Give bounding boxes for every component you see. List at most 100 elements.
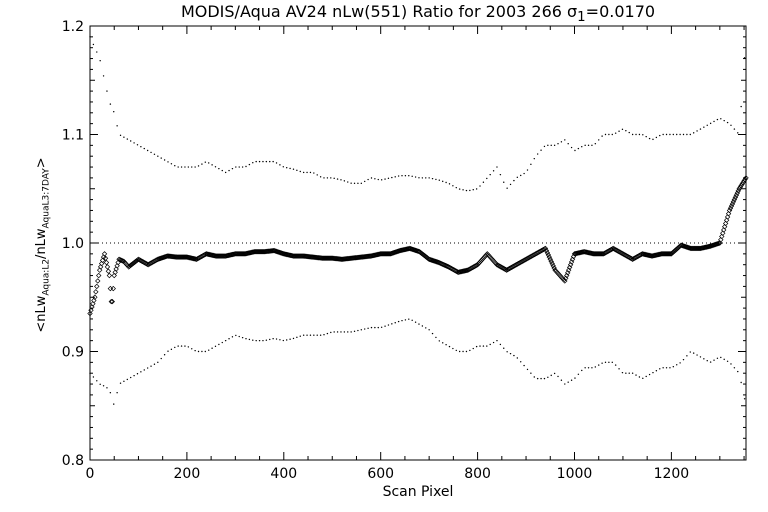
mean-point xyxy=(721,224,728,230)
upper-sigma-point xyxy=(492,170,495,172)
upper-sigma-point xyxy=(163,159,166,161)
lower-sigma-point xyxy=(614,364,617,366)
upper-sigma-point xyxy=(574,149,576,152)
lower-sigma-point xyxy=(621,371,624,374)
lower-sigma-point xyxy=(604,361,607,364)
upper-sigma-point xyxy=(506,187,508,189)
mean-point xyxy=(727,205,734,211)
upper-sigma-point xyxy=(194,166,196,168)
upper-sigma-point xyxy=(431,177,434,180)
x-tick-label: 1200 xyxy=(654,466,690,482)
upper-sigma-point xyxy=(214,166,217,168)
mean-point xyxy=(719,233,725,240)
upper-sigma-point xyxy=(682,133,685,136)
mean-point xyxy=(585,249,591,256)
chart-title-sigma-subscript: 1 xyxy=(577,10,586,26)
mean-point xyxy=(715,240,721,247)
mean-point xyxy=(185,254,191,261)
lower-sigma-point xyxy=(129,376,132,379)
upper-sigma-point xyxy=(625,130,627,132)
mean-point xyxy=(598,251,605,257)
mean-point xyxy=(93,289,99,295)
upper-sigma-point xyxy=(631,133,634,136)
upper-sigma-point xyxy=(221,169,223,172)
lower-sigma-point xyxy=(106,387,108,389)
mean-point xyxy=(390,250,396,256)
mean-point xyxy=(88,307,94,313)
upper-sigma-point xyxy=(733,128,736,130)
chart-title-main: MODIS/Aqua AV24 nLw(551) Ratio for 2003 … xyxy=(180,2,568,21)
lower-sigma-point xyxy=(635,374,637,376)
lower-sigma-point xyxy=(394,322,396,324)
mean-point xyxy=(463,267,469,274)
lower-sigma-point xyxy=(655,370,658,372)
lower-sigma-point xyxy=(631,372,634,374)
upper-sigma-point xyxy=(462,189,464,191)
upper-sigma-point xyxy=(231,167,234,170)
lower-sigma-point xyxy=(160,357,162,360)
lower-sigma-point xyxy=(96,380,98,382)
upper-sigma-point xyxy=(92,43,95,46)
lower-sigma-point xyxy=(309,334,312,336)
mean-point xyxy=(96,267,103,273)
upper-sigma-point xyxy=(140,146,142,148)
lower-sigma-point xyxy=(709,361,712,363)
upper-sigma-point xyxy=(367,178,369,181)
lower-sigma-point xyxy=(689,351,691,353)
lower-sigma-point xyxy=(275,338,278,340)
mean-point xyxy=(394,248,400,255)
lower-sigma-point xyxy=(550,374,552,377)
upper-sigma-point xyxy=(557,143,559,145)
lower-sigma-point xyxy=(319,334,322,336)
lower-sigma-point xyxy=(387,324,390,326)
lower-sigma-point xyxy=(720,356,722,359)
lower-sigma-point xyxy=(282,339,285,342)
upper-sigma-point xyxy=(218,167,220,170)
x-tick-label: 600 xyxy=(367,466,394,482)
mean-point xyxy=(706,243,712,250)
upper-sigma-point xyxy=(553,144,556,147)
lower-sigma-point xyxy=(584,367,586,369)
lower-sigma-point xyxy=(326,332,329,335)
chart-title-sigma-value: =0.0170 xyxy=(585,2,656,21)
mean-point xyxy=(737,184,743,190)
lower-sigma-point xyxy=(475,345,478,348)
upper-sigma-point xyxy=(340,179,342,181)
mean-point xyxy=(184,254,190,260)
upper-sigma-point xyxy=(428,177,430,179)
lower-sigma-point xyxy=(194,349,196,352)
lower-sigma-point xyxy=(92,376,95,378)
lower-sigma-point xyxy=(221,341,223,344)
mean-point xyxy=(587,250,593,256)
upper-sigma-point xyxy=(550,144,552,147)
mean-point xyxy=(547,256,553,262)
upper-sigma-point xyxy=(662,133,664,136)
lower-sigma-point xyxy=(455,349,457,352)
upper-sigma-point xyxy=(543,145,546,148)
y-axis-label-open: <nLw xyxy=(34,295,49,333)
upper-sigma-point xyxy=(401,175,403,177)
mean-point xyxy=(94,283,100,290)
lower-sigma-point xyxy=(526,368,529,371)
upper-sigma-point xyxy=(208,162,210,164)
lower-sigma-point xyxy=(269,338,271,341)
upper-sigma-point xyxy=(560,141,563,143)
upper-sigma-point xyxy=(414,176,417,178)
upper-sigma-point xyxy=(448,183,451,185)
mean-point xyxy=(104,264,111,270)
lower-sigma-point xyxy=(699,356,702,358)
lower-sigma-point xyxy=(499,343,502,346)
y-tick-label: 0.9 xyxy=(62,345,84,361)
mean-point xyxy=(203,251,209,257)
upper-sigma-point xyxy=(577,147,580,150)
upper-sigma-point xyxy=(642,134,644,136)
mean-point xyxy=(711,242,717,248)
upper-sigma-point xyxy=(425,177,427,179)
upper-sigma-point xyxy=(618,130,620,132)
lower-sigma-point xyxy=(679,362,681,364)
mean-point xyxy=(546,254,552,260)
mean-point xyxy=(586,250,592,256)
upper-sigma-point xyxy=(584,144,586,147)
chart-title: MODIS/Aqua AV24 nLw(551) Ratio for 2003 … xyxy=(90,2,746,25)
lower-sigma-point xyxy=(180,345,183,347)
